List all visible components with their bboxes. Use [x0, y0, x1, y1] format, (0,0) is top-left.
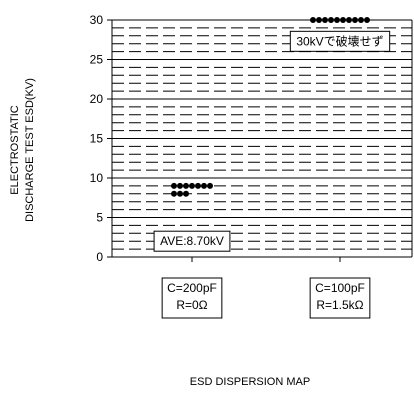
data-point	[171, 190, 177, 197]
data-point	[334, 17, 340, 23]
category-label-line: R=0Ω	[176, 298, 207, 312]
y-tick-label: 30	[90, 13, 104, 27]
annotation-box: AVE:8.70kV	[153, 230, 231, 252]
category-frame	[309, 277, 371, 319]
x-axis-label: ESD DISPERSION MAP	[190, 376, 310, 388]
data-point	[322, 17, 328, 23]
data-point	[328, 17, 334, 23]
category-label: C=100pF R=1.5kΩ	[309, 277, 371, 319]
data-point	[177, 190, 183, 197]
grid-lines	[112, 27, 412, 250]
data-point	[189, 182, 195, 189]
y-tick-labels: 0 5 10 15 20 25 30	[90, 13, 341, 264]
y-axis-label-line-1: ELECTROSTATIC	[9, 105, 21, 194]
category-label-line: C=100pF	[315, 281, 365, 295]
annotations: AVE:8.70kV 30kVで破壊せず	[153, 30, 391, 252]
data-point	[310, 17, 316, 23]
category-frame	[161, 277, 223, 319]
data-point	[177, 182, 183, 189]
category-label-line: C=200pF	[167, 281, 217, 295]
y-tick-label: 25	[90, 53, 104, 67]
data-point	[171, 182, 177, 189]
annotation-text: 30kVで破壊せず	[296, 33, 383, 48]
y-tick-label: 20	[90, 92, 104, 106]
category-label: C=200pF R=0Ω	[161, 277, 223, 319]
annotation-box: 30kVで破壊せず	[289, 30, 391, 52]
data-point	[352, 17, 358, 23]
data-point	[358, 17, 364, 23]
category-labels: C=200pF R=0Ω C=100pF R=1.5kΩ	[161, 277, 371, 319]
data-point	[340, 17, 346, 23]
annotation-text: AVE:8.70kV	[160, 234, 224, 248]
y-tick-label: 5	[96, 211, 103, 225]
y-tick-label: 10	[90, 171, 104, 185]
y-axis-label-line-2: DISCHARGE TEST ESD(KV)	[24, 78, 36, 222]
data-point	[316, 17, 322, 23]
y-tick-label: 15	[90, 132, 104, 146]
data-point	[207, 182, 213, 189]
y-tick-label: 0	[96, 250, 103, 264]
data-point	[183, 182, 189, 189]
data-point	[183, 190, 189, 197]
data-point	[364, 17, 370, 23]
category-label-line: R=1.5kΩ	[316, 298, 363, 312]
annotation-frame	[289, 30, 391, 52]
annotation-frame	[153, 230, 231, 252]
data-point	[195, 182, 201, 189]
data-point	[346, 17, 352, 23]
data-points	[171, 17, 370, 197]
data-point	[201, 182, 207, 189]
